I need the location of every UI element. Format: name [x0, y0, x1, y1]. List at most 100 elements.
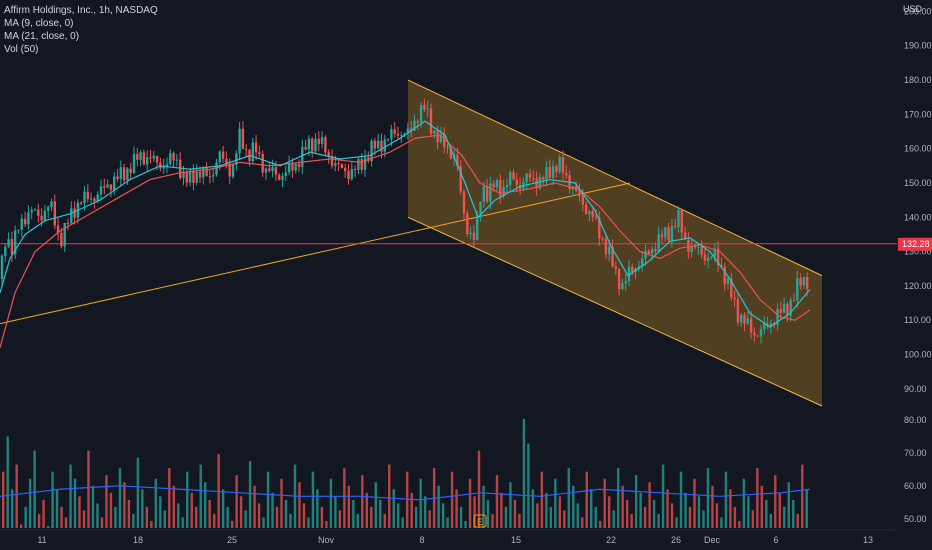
volume-bar — [581, 517, 584, 528]
candle-body — [594, 216, 598, 218]
volume-bar — [450, 471, 454, 528]
volume-bar — [262, 517, 265, 528]
volume-bar — [428, 510, 431, 528]
earnings-marker[interactable]: E — [473, 514, 487, 528]
candle-body — [324, 137, 327, 153]
volume-bar — [769, 513, 772, 528]
candle-body — [660, 234, 664, 238]
candle-body — [753, 332, 756, 336]
volume-bar — [697, 496, 701, 528]
volume-bar — [15, 464, 18, 528]
volume-ma-line — [0, 485, 811, 501]
candle-body — [337, 163, 340, 165]
candle-body — [347, 171, 350, 179]
candle-body — [258, 152, 261, 154]
volume-bar — [168, 468, 171, 528]
candle-body — [245, 149, 248, 151]
volume-bar — [679, 471, 683, 528]
channel-fill — [408, 80, 822, 406]
candle-body — [647, 250, 650, 254]
volume-bar — [760, 485, 764, 528]
volume-bar — [325, 520, 328, 528]
volume-bar — [338, 510, 342, 528]
candle-body — [509, 172, 512, 185]
symbol-title[interactable]: Affirm Holdings, Inc., 1h, NASDAQ — [4, 5, 158, 16]
volume-bar — [266, 471, 270, 528]
candle-body — [538, 177, 542, 189]
volume-bar — [221, 489, 225, 528]
y-tick-label: 130.00 — [904, 247, 932, 257]
candle-body — [83, 191, 86, 204]
candle-body — [268, 168, 271, 172]
volume-bar — [414, 506, 418, 528]
volume-bar — [154, 478, 158, 528]
y-tick-label: 180.00 — [904, 75, 932, 85]
ma21-line — [0, 134, 811, 348]
candle-body — [459, 166, 462, 192]
x-tick-label: 8 — [419, 535, 424, 545]
price-channel[interactable] — [407, 79, 823, 407]
candle-body — [792, 300, 796, 302]
volume-bar — [352, 499, 355, 528]
volume-bar — [132, 513, 135, 528]
volume-bar — [446, 517, 449, 528]
volume-bar — [733, 506, 737, 528]
candle-body — [261, 153, 264, 173]
volume-bar — [410, 492, 413, 528]
y-tick-label: 150.00 — [904, 178, 932, 188]
candle-body — [53, 201, 56, 226]
ma21-legend[interactable]: MA (21, close, 0) — [4, 31, 80, 42]
volume-bar — [33, 450, 36, 528]
volume-bar — [114, 506, 117, 528]
volume-bar — [563, 510, 566, 528]
y-tick-label: 140.00 — [904, 212, 932, 222]
candle-body — [132, 154, 136, 173]
volume-bar — [253, 485, 256, 528]
volume-bar — [666, 489, 669, 528]
volume-bar — [284, 499, 288, 528]
volume-bar — [522, 418, 526, 528]
volume-bar — [298, 482, 301, 528]
y-axis[interactable]: 200.00 190.00 180.00 170.00 160.00 150.00 140.… — [904, 6, 932, 524]
candle-body — [238, 128, 241, 154]
candle-body — [50, 201, 53, 207]
volume-bar — [778, 492, 781, 528]
trendline[interactable] — [0, 182, 631, 325]
volume-bar — [406, 471, 409, 528]
candle-body — [136, 154, 139, 160]
candle-body — [584, 204, 588, 215]
candle-body — [96, 194, 99, 202]
volume-bar — [724, 471, 728, 528]
volume-bar — [329, 478, 333, 528]
x-tick-label: 26 — [671, 535, 681, 545]
candle-body — [4, 246, 7, 256]
chart-legend: Affirm Holdings, Inc., 1h, NASDAQ MA (9,… — [4, 4, 158, 56]
candle-body — [736, 299, 740, 323]
volume-bar — [509, 482, 512, 528]
candle-body — [410, 128, 413, 131]
candle-body — [126, 168, 129, 181]
candle-body — [680, 209, 683, 233]
volume-bar — [145, 506, 149, 528]
volume-bar — [370, 506, 373, 528]
volume-legend[interactable]: Vol (50) — [4, 44, 39, 55]
candle-body — [551, 166, 555, 178]
volume-bar — [661, 464, 665, 528]
candle-body — [505, 184, 509, 188]
candle-body — [604, 239, 608, 255]
candle-body — [380, 140, 383, 152]
candle-body — [591, 211, 594, 217]
candle-body — [650, 249, 654, 254]
candle-body — [644, 250, 647, 259]
ma9-legend[interactable]: MA (9, close, 0) — [4, 18, 74, 29]
volume-bar — [643, 506, 647, 528]
candle-body — [113, 176, 116, 191]
candle-body — [492, 183, 495, 188]
volume-bar — [576, 503, 579, 528]
candle-body — [116, 176, 119, 180]
candle-body — [363, 157, 367, 170]
volume-bar — [239, 496, 243, 528]
x-axis[interactable]: 11 18 25 Nov 8 15 22 26 Dec 6 13 — [0, 529, 895, 545]
candle-body — [555, 166, 558, 172]
